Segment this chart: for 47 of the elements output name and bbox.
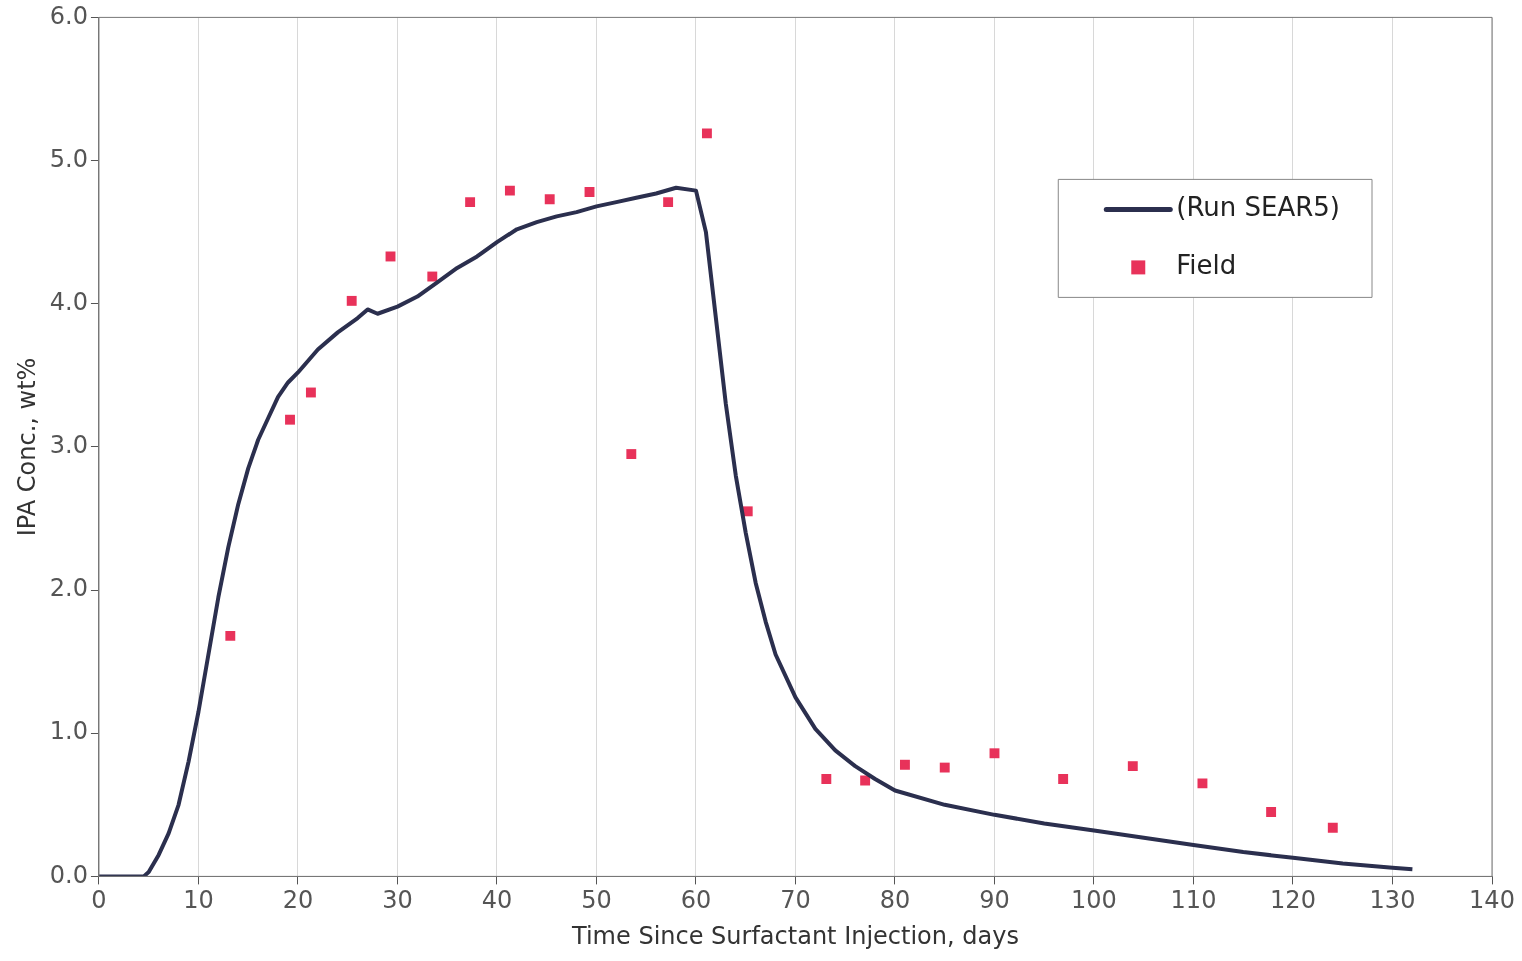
x-tick-label: 140: [1469, 886, 1515, 915]
point: [544, 194, 555, 205]
point: [346, 295, 357, 306]
x-tick-label: 50: [581, 886, 612, 915]
point: [626, 449, 637, 460]
x-tick-label: 40: [481, 886, 513, 915]
point: [899, 759, 910, 770]
x-tick-label: 60: [680, 886, 712, 915]
x-tick-label: 130: [1369, 886, 1416, 915]
y-tick-label: 1.0: [49, 717, 88, 746]
point: [305, 387, 316, 398]
legend-label: Field: [1176, 250, 1237, 281]
point: [989, 748, 1000, 759]
point: [504, 185, 515, 196]
x-tick-label: 90: [979, 886, 1010, 915]
point: [1127, 761, 1138, 772]
point: [1197, 778, 1208, 789]
point: [225, 630, 236, 641]
x-tick-label: 80: [879, 886, 911, 915]
x-tick-label: 120: [1270, 886, 1316, 915]
point: [1266, 807, 1277, 817]
point: [663, 197, 674, 208]
point: [285, 414, 295, 425]
point: [465, 197, 476, 208]
point: [939, 762, 950, 773]
legend-label: (Run SEAR5): [1176, 192, 1340, 223]
x-tick-label: 110: [1170, 886, 1217, 915]
y-tick-label: 5.0: [49, 144, 88, 173]
y-tick-label: 4.0: [49, 287, 88, 316]
point: [1058, 774, 1069, 784]
x-tick-label: 20: [282, 886, 314, 915]
x-tick-label: 30: [382, 886, 413, 915]
y-tick-label: 6.0: [49, 1, 88, 30]
point: [427, 271, 438, 282]
y-tick-label: 2.0: [49, 574, 88, 603]
point: [584, 187, 595, 198]
y-axis-title: IPA Conc., wt%: [12, 357, 41, 537]
y-tick-label: 0.0: [49, 860, 88, 889]
point: [821, 774, 832, 784]
x-tick-label: 10: [183, 886, 214, 915]
point: [701, 128, 712, 139]
x-tick-label: 70: [780, 886, 811, 915]
x-tick-label: 100: [1071, 886, 1117, 915]
x-axis-title: Time Since Surfactant Injection, days: [571, 921, 1019, 950]
y-tick-label: 3.0: [49, 431, 88, 460]
point: [1327, 822, 1338, 833]
x-tick-label: 0: [91, 886, 107, 915]
